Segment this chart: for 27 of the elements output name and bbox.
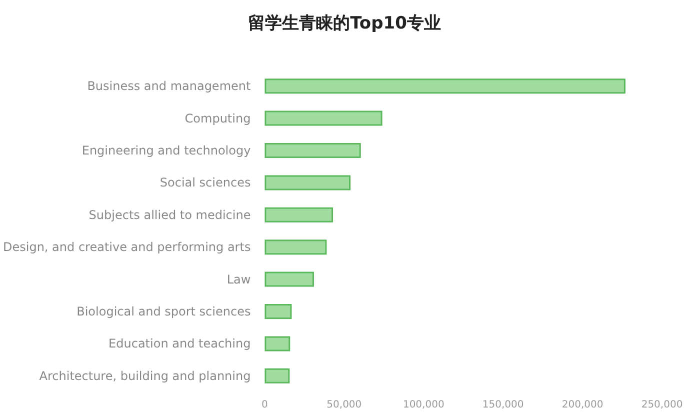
bar — [264, 368, 290, 384]
bar — [264, 336, 290, 352]
y-tick-label: Design, and creative and performing arts — [2, 240, 251, 254]
bar — [264, 143, 361, 158]
y-tick-label: Engineering and technology — [82, 144, 251, 158]
bar — [264, 207, 334, 222]
y-tick-label: Education and teaching — [108, 336, 251, 351]
bar — [264, 175, 351, 190]
bar — [264, 78, 626, 94]
y-tick-label: Biological and sport sciences — [76, 304, 251, 318]
x-tick-label: 250,000 — [641, 400, 683, 410]
x-tick-label: 0 — [262, 400, 268, 410]
y-tick-label: Law — [226, 272, 251, 286]
y-tick-label: Business and management — [87, 79, 251, 94]
y-tick-label: Social sciences — [160, 176, 251, 190]
y-tick-label: Computing — [184, 111, 251, 126]
bar — [264, 240, 327, 255]
x-tick-label: 150,000 — [482, 400, 524, 410]
y-tick-label: Architecture, building and planning — [39, 368, 251, 383]
bar — [264, 110, 382, 126]
x-tick-label: 50,000 — [326, 400, 362, 410]
y-tick-label: Subjects allied to medicine — [88, 208, 251, 222]
bar — [264, 272, 314, 287]
x-tick-label: 100,000 — [402, 400, 444, 410]
x-tick-label: 200,000 — [562, 400, 604, 410]
chart-title: 留学生青睐的Top10专业 — [248, 14, 441, 34]
bar — [264, 304, 292, 319]
